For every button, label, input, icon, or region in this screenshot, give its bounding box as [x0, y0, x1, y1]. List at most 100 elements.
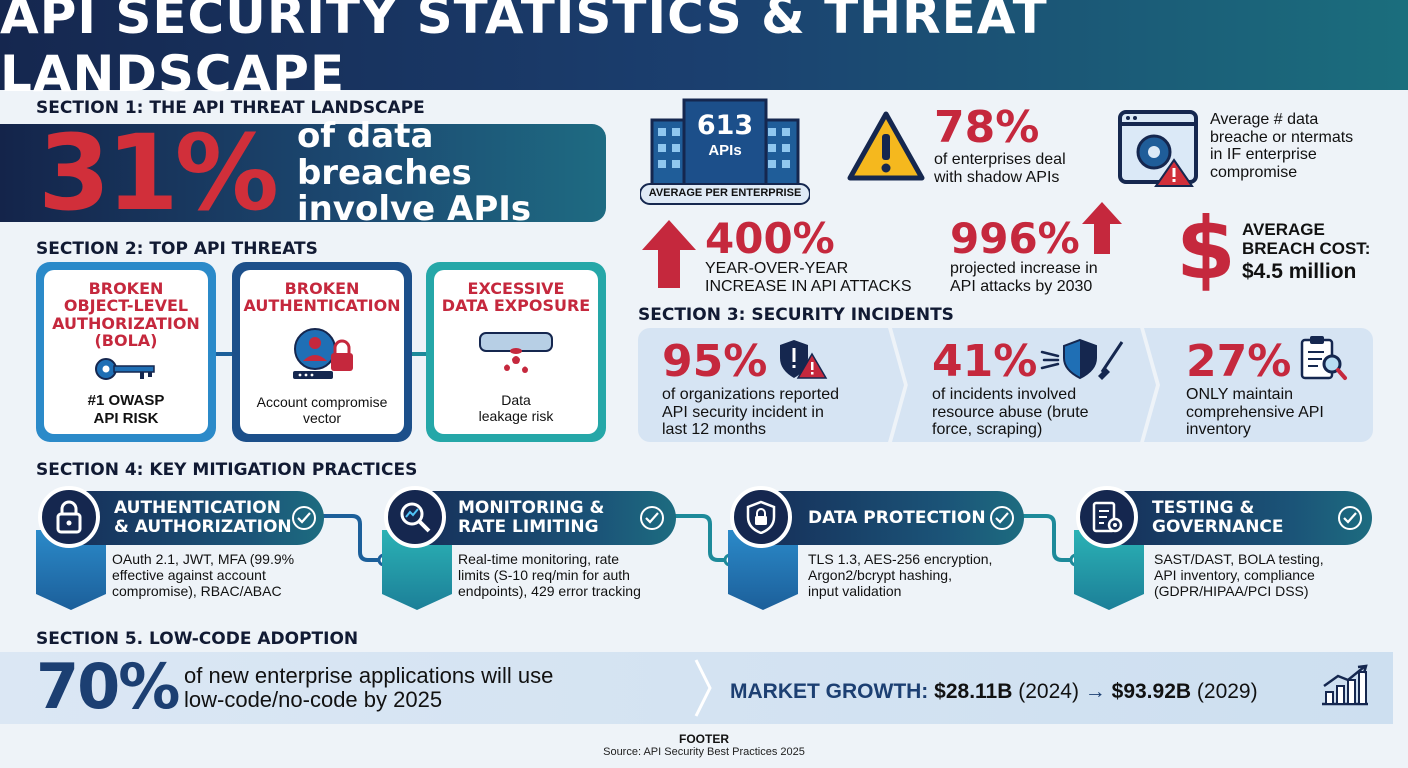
- footer: FOOTER Source: API Security Best Practic…: [0, 732, 1408, 758]
- apis-caption: AVERAGE PER ENTERPRISE: [648, 187, 802, 199]
- mitigation-desc: SAST/DAST, BOLA testing, API inventory, …: [1154, 551, 1384, 600]
- mitigation-desc-line: limits (S-10 req/min for auth: [458, 566, 630, 583]
- threat-desc-line: #1 OWASP: [87, 392, 165, 410]
- incident-desc-line: of organizations reported: [662, 386, 839, 403]
- threat-desc-line: vector: [302, 410, 342, 427]
- footer-label: FOOTER: [679, 732, 729, 746]
- incident-desc-line: force, scraping): [932, 421, 1043, 439]
- market-to-year: (2029): [1196, 680, 1258, 703]
- mitigation-desc-line: input validation: [808, 582, 902, 599]
- incident-value: 27%: [1186, 336, 1292, 387]
- mitigation-desc-line: Argon2/bcrypt hashing,: [808, 566, 952, 583]
- mitigation-desc-line: SAST/DAST, BOLA testing,: [1154, 551, 1324, 567]
- dollar-icon: $: [1176, 199, 1236, 299]
- threat-title-line: BROKEN: [284, 279, 360, 298]
- lowcode-value: 70%: [36, 650, 180, 723]
- mitigation-title-line: MONITORING &: [458, 498, 605, 519]
- threat-desc-line: leakage risk: [478, 408, 554, 425]
- yoy-line2: INCREASE IN API ATTACKS: [705, 277, 912, 295]
- shadow-line1: of enterprises deal: [934, 151, 1066, 168]
- threat-desc-line: Account compromise: [256, 393, 388, 410]
- mitigation-title-data-protection: DATA PROTECTION: [762, 491, 1024, 545]
- mitigation-desc-line: Real-time monitoring, rate: [458, 551, 620, 567]
- threat-title-line: AUTHENTICATION: [243, 296, 401, 316]
- check-icon: [640, 506, 664, 530]
- mitigation-desc: OAuth 2.1, JWT, MFA (99.9% effective aga…: [112, 551, 342, 600]
- lowcode-line2: low-code/no-code by 2025: [184, 687, 443, 713]
- warning-icon: [846, 110, 926, 187]
- browser-gear-alert-icon: [1118, 110, 1200, 193]
- leaking-pipe-icon: [476, 327, 556, 386]
- threat-desc-line: Data: [501, 391, 531, 408]
- page-title: API SECURITY STATISTICS & THREAT LANDSCA…: [0, 0, 1048, 103]
- threat-card-bola: BROKEN OBJECT-LEVEL AUTHORIZATION (BOLA)…: [36, 262, 216, 442]
- padlock-icon: [38, 486, 100, 548]
- incident-desc-line: ONLY maintain: [1186, 386, 1294, 403]
- threat-desc: #1 OWASP API RISK: [88, 392, 165, 428]
- proj-line1: projected increase in: [950, 260, 1098, 277]
- lowcode-text: of new enterprise applications will use …: [184, 663, 553, 713]
- incident-desc-line: of incidents involved: [932, 386, 1077, 403]
- threat-card-broken-auth: BROKEN AUTHENTICATION Account compromise…: [232, 262, 412, 442]
- section1-heading: SECTION 1: THE API THREAT LANDSCAPE: [36, 98, 425, 118]
- proj-text: projected increase in API attacks by 203…: [950, 260, 1098, 295]
- section3-heading: SECTION 3: SECURITY INCIDENTS: [638, 305, 954, 325]
- shield-lock-icon: [730, 486, 792, 548]
- section2-heading: SECTION 2: TOP API THREATS: [36, 239, 318, 259]
- mitigation-title-line: RATE LIMITING: [458, 517, 599, 537]
- card-connector: [410, 352, 430, 356]
- threat-desc-line: API RISK: [93, 410, 159, 428]
- threat-title-line: DATA EXPOSURE: [441, 296, 591, 316]
- magnifier-chart-icon: [384, 486, 446, 548]
- market-from: $28.11B: [934, 680, 1013, 703]
- incident-desc: ONLY maintain comprehensive API inventor…: [1186, 386, 1324, 439]
- market-label: MARKET GROWTH:: [730, 680, 929, 703]
- mitigation-desc-line: (GDPR/HIPAA/PCI DSS): [1154, 582, 1309, 599]
- card-connector: [214, 352, 234, 356]
- hero-text: of data breaches involve APIs: [296, 115, 606, 230]
- mitigation-desc-line: TLS 1.3, AES-256 encryption,: [808, 551, 993, 567]
- incident-panel-2: 41% of incidents involved resource abuse…: [892, 328, 1156, 442]
- mitigation-desc-line: OAuth 2.1, JWT, MFA (99.9%: [112, 551, 295, 567]
- mitigation-title-line: & AUTHORIZATION: [114, 517, 292, 537]
- threat-title-line: AUTHORIZATION: [52, 313, 200, 333]
- chevron-divider-icon: [694, 658, 714, 723]
- cost-label: AVERAGE BREACH COST:: [1242, 220, 1370, 258]
- shadow-line2: with shadow APIs: [934, 168, 1060, 186]
- shadow-text: of enterprises deal with shadow APIs: [934, 151, 1066, 186]
- checklist-gear-icon: [1076, 486, 1138, 548]
- hero-value: 31%: [38, 112, 279, 234]
- incident-panel-3: 27% ONLY maintain comprehensive API inve…: [1144, 328, 1373, 442]
- threat-card-data-exposure: EXCESSIVE DATA EXPOSURE Data leakage ris…: [426, 262, 606, 442]
- apis-value: 613: [696, 110, 754, 141]
- clipboard-search-icon: [1298, 334, 1348, 387]
- hero-text-line2: involve APIs: [296, 189, 532, 230]
- mitigation-title-auth: AUTHENTICATION & AUTHORIZATION: [70, 491, 324, 545]
- header-banner: API SECURITY STATISTICS & THREAT LANDSCA…: [0, 0, 1408, 103]
- shield-attack-icon: [1040, 336, 1126, 385]
- arrow-right-icon: →: [1084, 680, 1106, 703]
- incident-desc: of incidents involved resource abuse (br…: [932, 386, 1089, 439]
- incident-desc-line: resource abuse (brute: [932, 403, 1089, 421]
- incident-value: 41%: [932, 336, 1038, 387]
- breach-avg-text: Average # data breache or ntermats in IF…: [1210, 111, 1353, 181]
- shield-alert-icon: [778, 338, 828, 387]
- threat-title: BROKEN AUTHENTICATION: [243, 280, 400, 315]
- mitigation-desc-line: compromise), RBAC/ABAC: [112, 582, 282, 599]
- cost-value: $4.5 million: [1242, 260, 1357, 283]
- market-from-year: (2024): [1018, 680, 1079, 703]
- incident-desc-line: last 12 months: [662, 421, 767, 439]
- up-arrow-icon: [640, 218, 698, 295]
- mitigation-title-line: AUTHENTICATION: [114, 498, 281, 519]
- cost-line1: AVERAGE: [1242, 220, 1325, 239]
- incident-desc-line: API security incident in: [662, 403, 824, 421]
- shadow-value: 78%: [934, 102, 1040, 153]
- threat-title: EXCESSIVE DATA EXPOSURE: [442, 280, 590, 315]
- mitigation-desc: TLS 1.3, AES-256 encryption, Argon2/bcry…: [808, 551, 1038, 600]
- hero-text-line1: of data breaches: [296, 115, 472, 193]
- mitigation-title-monitoring: MONITORING & RATE LIMITING: [416, 491, 676, 545]
- breach-avg-line4: compromise: [1210, 163, 1298, 181]
- breach-avg-line2: breache or ntermats: [1210, 128, 1354, 146]
- threat-title-line: (BOLA): [94, 330, 158, 350]
- mitigation-title-line: TESTING &: [1152, 498, 1255, 519]
